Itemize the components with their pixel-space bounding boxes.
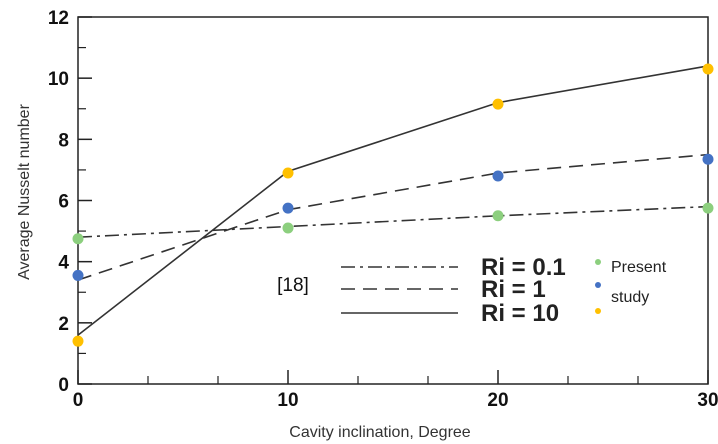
legend-marker-1 (595, 282, 601, 288)
y-tick-label: 0 (58, 375, 69, 396)
x-tick-label: 10 (277, 390, 298, 411)
legend-marker-2 (595, 308, 601, 314)
data-point-1-3 (702, 153, 714, 165)
x-tick-label: 20 (487, 390, 508, 411)
data-point-2-3 (702, 63, 714, 75)
data-point-1-1 (282, 202, 294, 214)
data-point-0-0 (72, 233, 84, 245)
y-tick-label: 12 (48, 8, 69, 29)
x-tick-label: 30 (697, 390, 718, 411)
data-point-0-3 (702, 202, 714, 214)
series-line-0 (77, 205, 709, 238)
y-axis-label: Average Nusselt number (16, 103, 33, 279)
series-line-1 (77, 153, 709, 281)
data-point-2-2 (492, 98, 504, 110)
legend-present-label: Present (611, 259, 667, 276)
x-axis-label: Cavity inclination, Degree (289, 424, 471, 441)
y-tick-label: 6 (58, 192, 69, 213)
data-point-0-1 (282, 222, 294, 234)
y-tick-label: 10 (48, 69, 69, 90)
plot-frame (77, 16, 709, 385)
legend-series-label: Ri = 0.1 (481, 254, 566, 281)
y-tick-label: 2 (58, 314, 69, 335)
legend-series-label: Ri = 1 (481, 276, 546, 303)
series-line-2 (77, 65, 709, 336)
y-tick-label: 8 (58, 130, 69, 151)
data-point-1-0 (72, 269, 84, 281)
data-point-2-0 (72, 335, 84, 347)
data-point-1-2 (492, 170, 504, 182)
data-point-0-2 (492, 210, 504, 222)
legend-study-label: study (611, 289, 649, 306)
data-point-2-1 (282, 167, 294, 179)
legend-series-label: Ri = 10 (481, 300, 559, 327)
reference-label: [18] (277, 275, 309, 296)
x-tick-label: 0 (73, 390, 84, 411)
y-tick-label: 4 (58, 253, 69, 274)
legend-marker-0 (595, 259, 601, 265)
